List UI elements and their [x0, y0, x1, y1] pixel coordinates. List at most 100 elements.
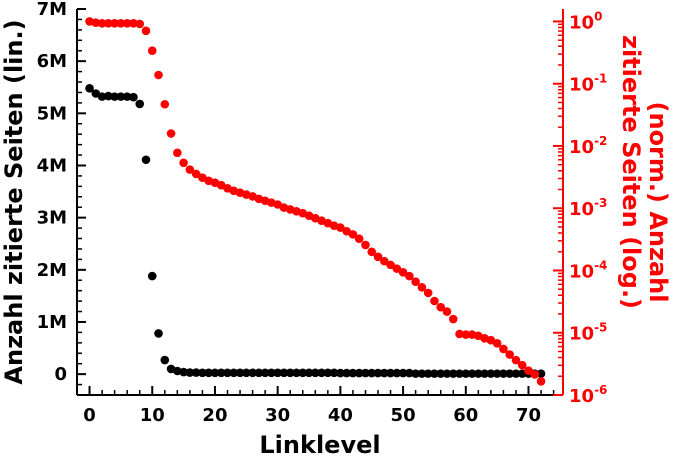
log-data-point: [417, 282, 427, 292]
log-data-point: [442, 307, 452, 316]
linear-data-point: [474, 369, 483, 378]
log-data-point: [448, 314, 458, 324]
linear-data-point: [442, 369, 452, 378]
linear-data-point: [329, 368, 339, 378]
linear-data-point: [480, 369, 489, 378]
log-data-point: [530, 370, 540, 379]
series-linear-points: [85, 83, 546, 378]
linear-data-point: [179, 367, 188, 377]
linear-data-point: [379, 368, 389, 378]
linear-data-point: [147, 271, 157, 281]
log-data-point: [524, 366, 533, 376]
log-data-point: [185, 165, 195, 174]
log-data-point: [179, 158, 188, 168]
linear-data-point: [254, 368, 264, 378]
right-y-tick-label: 10-3: [569, 196, 607, 220]
right-y-tick-label: 10-2: [569, 134, 607, 158]
linear-data-point: [122, 92, 132, 101]
log-data-point: [405, 271, 414, 281]
x-tick-label: 0: [83, 405, 96, 426]
log-data-point: [492, 339, 502, 348]
linear-data-point: [405, 368, 414, 378]
log-data-point: [379, 256, 389, 266]
linear-data-point: [185, 368, 195, 377]
linear-data-point: [455, 369, 464, 378]
linear-data-point: [154, 329, 163, 338]
left-y-axis-label: Anzahl zitierte Seiten (lin.): [0, 19, 28, 384]
left-y-tick-label: 2M: [37, 260, 67, 281]
linear-data-point: [273, 368, 282, 378]
linear-data-point: [492, 369, 502, 378]
log-data-point: [361, 240, 370, 250]
x-tick-label: 10: [140, 405, 165, 426]
log-data-point: [166, 129, 176, 138]
log-data-point: [536, 377, 546, 386]
x-tick-label: 40: [328, 405, 353, 426]
linear-data-point: [191, 368, 201, 377]
linear-data-point: [317, 368, 326, 378]
log-data-point: [97, 19, 107, 28]
log-data-point: [398, 268, 408, 277]
log-data-point: [423, 288, 433, 298]
right-y-tick-label: 10-5: [569, 321, 607, 345]
x-tick-label: 20: [202, 405, 227, 426]
linear-data-point: [204, 368, 213, 378]
left-y-tick-label: 4M: [37, 155, 67, 176]
x-axis-ticks: 0 10 20 30 40 50 60 70: [83, 386, 555, 426]
linear-data-point: [461, 369, 471, 378]
left-y-tick-label: 7M: [37, 0, 67, 20]
linear-data-point: [505, 369, 514, 378]
left-y-tick-label: 6M: [37, 51, 67, 72]
log-data-point: [367, 247, 377, 257]
log-data-point: [430, 296, 439, 306]
x-tick-label: 60: [453, 405, 478, 426]
linear-data-point: [235, 368, 245, 378]
log-data-point: [191, 169, 201, 179]
linear-data-point: [511, 369, 521, 378]
right-y-tick-label: 10-6: [569, 383, 607, 407]
linear-data-point: [267, 368, 276, 378]
linear-data-point: [198, 368, 207, 378]
linear-data-point: [430, 369, 439, 378]
linear-data-point: [229, 368, 239, 378]
log-data-point: [373, 252, 383, 262]
right-y-tick-label: 10-1: [569, 72, 607, 96]
linear-data-point: [536, 369, 546, 378]
log-data-point: [173, 148, 182, 158]
linear-data-point: [116, 92, 126, 101]
right-y-tick-label: 100: [569, 9, 602, 33]
linear-data-point: [411, 369, 420, 378]
linear-data-point: [354, 368, 364, 378]
linear-data-point: [310, 368, 320, 378]
linear-data-point: [248, 368, 257, 378]
linear-data-point: [223, 368, 232, 378]
x-tick-label: 30: [265, 405, 290, 426]
right-y-tick-label: 10-4: [569, 258, 607, 282]
linear-data-point: [499, 369, 508, 378]
linear-data-point: [104, 91, 113, 101]
linear-data-point: [436, 369, 446, 378]
log-data-point: [129, 19, 138, 28]
linear-data-point: [216, 368, 226, 378]
log-data-point: [499, 344, 508, 354]
log-data-point: [386, 260, 395, 270]
right-y-axis-ticks: 100 10-1 10-2 10-3 10-4 10-5 10-6: [553, 9, 607, 407]
log-data-point: [91, 18, 101, 27]
log-data-point: [436, 302, 446, 312]
linear-data-point: [110, 92, 119, 101]
log-data-point: [135, 19, 145, 29]
linear-data-point: [160, 355, 170, 365]
linear-data-point: [298, 368, 308, 378]
linear-data-point: [467, 369, 477, 378]
log-data-point: [141, 26, 151, 36]
linear-data-point: [423, 369, 433, 378]
linear-data-point: [323, 368, 333, 378]
x-axis-label: Linklevel: [259, 431, 380, 457]
linear-data-point: [392, 368, 402, 378]
x-tick-label: 70: [516, 405, 541, 426]
left-y-tick-label: 5M: [37, 103, 67, 124]
log-data-point: [511, 355, 521, 365]
linear-data-point: [260, 368, 270, 378]
linear-data-point: [336, 368, 345, 378]
linear-data-point: [342, 368, 351, 378]
